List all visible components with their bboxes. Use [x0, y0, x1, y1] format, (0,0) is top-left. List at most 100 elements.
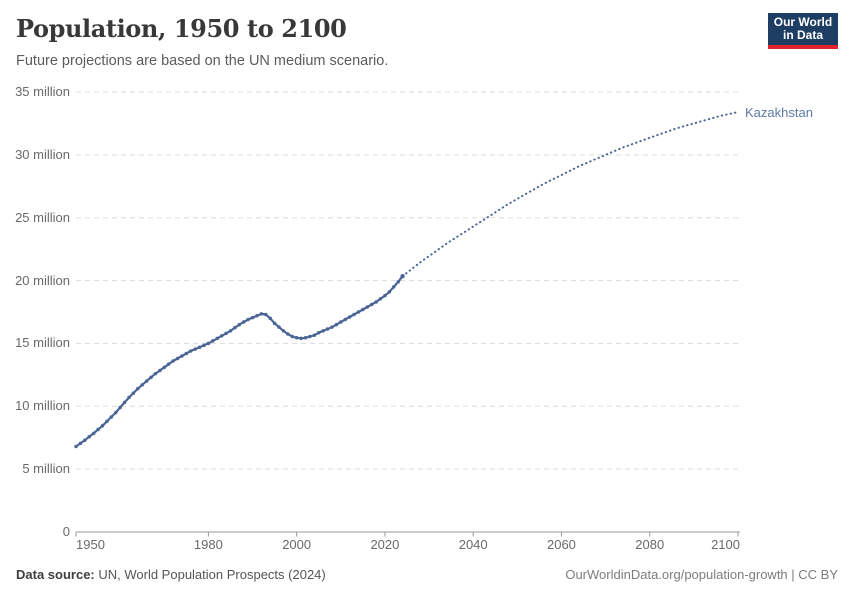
- x-tick-label: 2080: [635, 537, 665, 552]
- data-point: [339, 320, 343, 324]
- data-point: [197, 345, 202, 349]
- owid-logo-line2: in Data: [782, 28, 823, 42]
- data-point: [100, 424, 105, 428]
- data-point: [109, 415, 114, 419]
- data-point: [343, 317, 347, 322]
- data-point: [361, 307, 365, 312]
- entity-label-kazakhstan[interactable]: Kazakhstan: [745, 105, 813, 121]
- data-point: [233, 325, 237, 330]
- footer-license-link[interactable]: OurWorldinData.org/population-growth | C…: [565, 567, 838, 582]
- data-point: [259, 312, 264, 316]
- historical-line: [75, 275, 404, 448]
- x-tick-label: 2060: [546, 537, 576, 552]
- x-tick-label: 1980: [193, 537, 223, 552]
- data-point: [113, 410, 118, 415]
- x-tick-label: 2040: [458, 537, 488, 552]
- data-point: [299, 336, 303, 341]
- data-point: [144, 379, 149, 383]
- owid-logo[interactable]: Our World in Data: [768, 13, 838, 49]
- data-point: [281, 329, 286, 333]
- data-point: [316, 330, 321, 335]
- data-point: [272, 321, 277, 326]
- data-point: [308, 334, 312, 339]
- data-point: [369, 302, 374, 307]
- data-point: [193, 347, 197, 351]
- owid-logo-redbar: [768, 45, 838, 49]
- data-point: [166, 362, 171, 366]
- data-point: [149, 375, 153, 380]
- data-point: [325, 327, 330, 331]
- data-point: [387, 290, 392, 294]
- owid-logo-line1: Our World: [773, 14, 833, 29]
- chart-subtitle: Future projections are based on the UN m…: [16, 53, 389, 69]
- data-point: [91, 431, 96, 436]
- data-point: [153, 371, 158, 376]
- y-tick-label: 0: [62, 524, 70, 539]
- data-point: [158, 368, 162, 373]
- data-point: [74, 444, 78, 449]
- data-point: [286, 332, 290, 336]
- owid-logo-text: Our World in Data: [768, 13, 838, 45]
- data-point: [312, 333, 317, 338]
- data-point: [131, 391, 136, 395]
- data-point: [330, 325, 334, 329]
- footer-data-source-text: UN, World Population Prospects (2024): [94, 567, 326, 582]
- data-point: [202, 343, 206, 348]
- x-tick-label: 2000: [282, 537, 312, 552]
- data-point: [264, 312, 268, 317]
- y-tick-label: 30 million: [15, 146, 70, 162]
- chart-footer: Data source: UN, World Population Prospe…: [16, 567, 838, 582]
- projection-line: [401, 111, 739, 278]
- data-point: [162, 365, 167, 370]
- data-point: [188, 349, 193, 353]
- data-point: [250, 315, 255, 320]
- x-tick-label: 1950: [76, 537, 105, 552]
- data-point: [255, 314, 259, 318]
- data-point: [105, 419, 109, 424]
- footer-data-source: Data source: UN, World Population Prospe…: [16, 567, 326, 582]
- data-point: [96, 427, 100, 432]
- data-point: [383, 293, 387, 298]
- data-point: [219, 334, 224, 338]
- data-point: [127, 395, 131, 400]
- data-point: [175, 356, 180, 361]
- data-point: [136, 386, 140, 391]
- y-tick-label: 25 million: [15, 209, 70, 225]
- data-point: [374, 300, 378, 304]
- data-point: [228, 329, 233, 333]
- y-tick-label: 35 million: [15, 84, 70, 99]
- y-tick-label: 20 million: [15, 272, 70, 288]
- data-point: [211, 339, 215, 343]
- data-point: [87, 434, 91, 439]
- chart-title: Population, 1950 to 2100: [16, 14, 347, 43]
- data-point: [303, 336, 308, 340]
- data-point: [294, 336, 299, 340]
- data-point: [215, 336, 219, 341]
- data-point: [246, 317, 250, 322]
- data-point: [400, 273, 405, 279]
- x-tick-label: 2020: [370, 537, 400, 552]
- data-point: [290, 334, 295, 339]
- data-point: [277, 325, 281, 329]
- footer-data-source-label: Data source:: [16, 567, 95, 582]
- data-point: [78, 441, 83, 446]
- data-point: [206, 341, 211, 346]
- data-point: [352, 312, 356, 317]
- y-tick-label: 5 million: [22, 461, 70, 477]
- data-point: [334, 322, 339, 327]
- data-point: [180, 354, 184, 358]
- data-point: [392, 285, 396, 289]
- data-point: [356, 310, 361, 314]
- data-point: [321, 329, 325, 333]
- data-point: [122, 400, 127, 405]
- data-point: [83, 438, 87, 442]
- data-point: [184, 351, 189, 356]
- data-point: [241, 320, 246, 324]
- data-point: [224, 331, 228, 336]
- y-tick-label: 10 million: [15, 398, 70, 414]
- data-point: [140, 383, 144, 387]
- y-tick-label: 15 million: [15, 335, 70, 351]
- data-point: [237, 322, 242, 327]
